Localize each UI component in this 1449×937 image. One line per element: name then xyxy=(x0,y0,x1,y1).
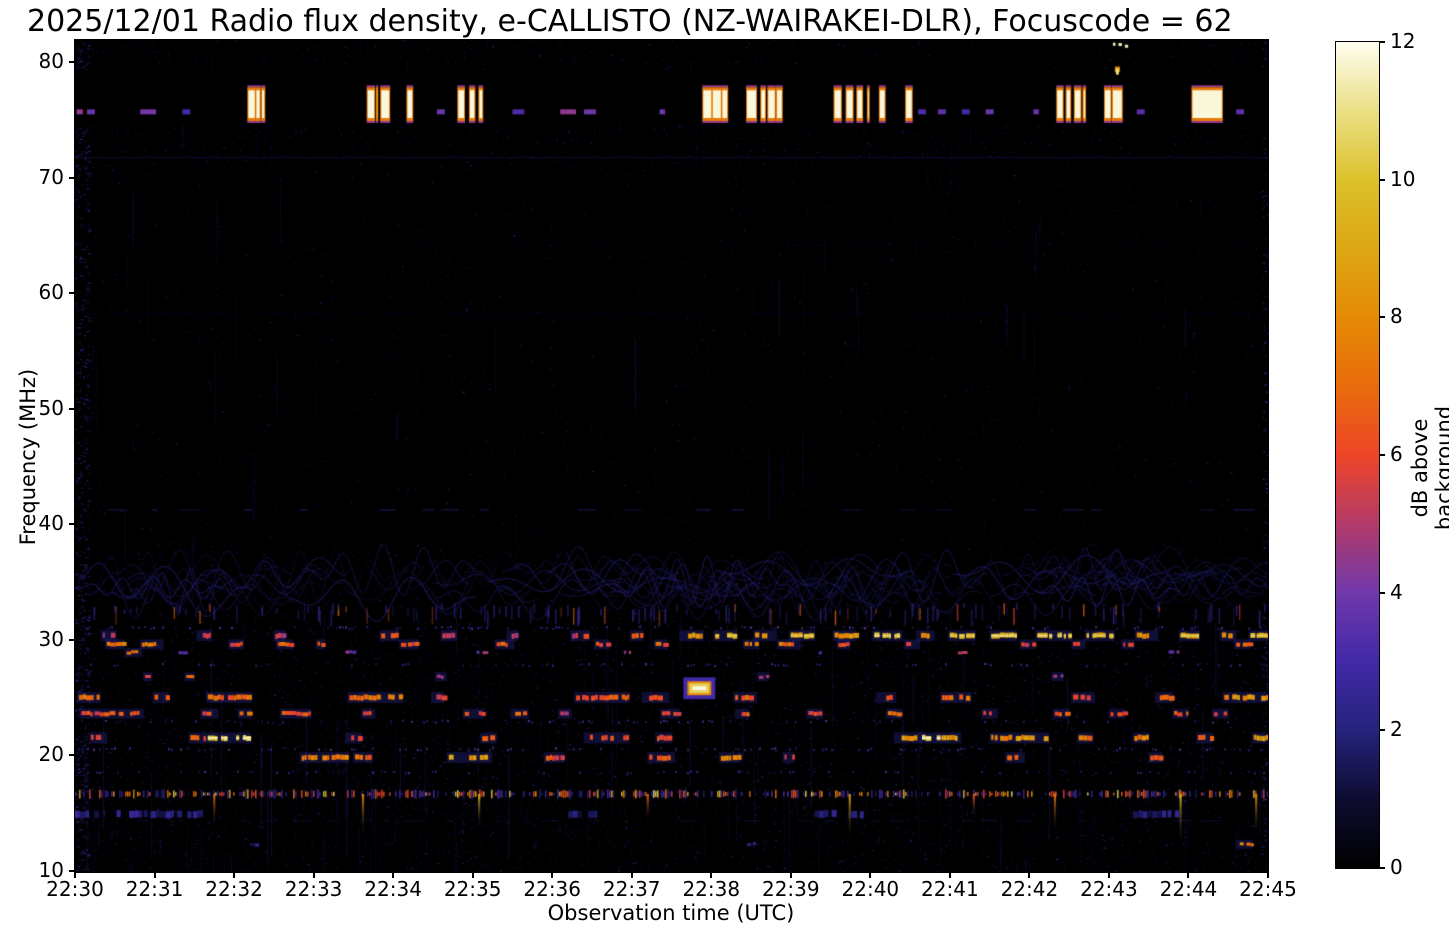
y-tick-mark xyxy=(69,60,74,63)
x-tick-mark xyxy=(471,873,474,878)
x-tick-label: 22:34 xyxy=(364,877,422,901)
colorbar-tick-label: 12 xyxy=(1390,29,1416,53)
y-tick-label: 40 xyxy=(38,511,64,536)
colorbar-gradient xyxy=(1336,42,1379,868)
x-tick-label: 22:38 xyxy=(682,877,741,901)
x-tick-label: 22:44 xyxy=(1159,877,1218,901)
x-tick-mark xyxy=(869,873,872,878)
y-tick-mark xyxy=(69,523,74,526)
spectrogram-canvas xyxy=(75,40,1268,872)
colorbar-tick-label: 10 xyxy=(1390,166,1416,191)
y-tick-label: 80 xyxy=(38,48,64,73)
x-tick-mark xyxy=(551,873,554,878)
x-tick-label: 22:33 xyxy=(284,877,343,901)
x-tick-label: 22:42 xyxy=(1000,877,1059,901)
x-tick-label: 22:37 xyxy=(602,877,661,901)
x-tick-mark xyxy=(153,873,156,878)
colorbar-tick-mark xyxy=(1380,41,1385,43)
colorbar-tick-mark xyxy=(1380,867,1385,869)
x-tick-label: 22:31 xyxy=(125,877,184,901)
colorbar-tick-label: 4 xyxy=(1390,579,1403,604)
y-tick-mark xyxy=(69,869,74,872)
y-tick-mark xyxy=(69,407,74,410)
colorbar-tick-mark xyxy=(1380,591,1385,594)
x-tick-mark xyxy=(1187,873,1190,878)
x-tick-mark xyxy=(1267,873,1269,878)
x-tick-mark xyxy=(1028,873,1031,878)
colorbar-tick-label: 6 xyxy=(1390,442,1403,466)
colorbar-tick-label: 2 xyxy=(1390,717,1403,742)
y-tick-label: 60 xyxy=(38,280,64,305)
x-tick-mark xyxy=(948,873,951,878)
x-tick-mark xyxy=(233,873,236,878)
y-tick-mark xyxy=(69,754,74,757)
x-tick-label: 22:32 xyxy=(205,877,263,901)
x-tick-label: 22:36 xyxy=(523,877,582,901)
x-tick-label: 22:30 xyxy=(46,877,104,901)
y-tick-label: 50 xyxy=(38,395,64,420)
y-tick-label: 30 xyxy=(38,626,64,651)
x-tick-label: 22:40 xyxy=(841,877,900,901)
colorbar-label: dB above background xyxy=(1408,405,1449,531)
x-tick-label: 22:45 xyxy=(1239,877,1297,901)
colorbar-tick-label: 0 xyxy=(1390,855,1403,879)
colorbar-tick-label: 8 xyxy=(1390,304,1403,329)
y-tick-label: 10 xyxy=(38,857,64,882)
x-tick-mark xyxy=(1107,873,1110,878)
y-tick-label: 20 xyxy=(38,742,64,767)
y-tick-label: 70 xyxy=(38,164,64,189)
x-tick-mark xyxy=(312,873,315,878)
x-tick-label: 22:35 xyxy=(443,877,502,901)
figure-title: 2025/12/01 Radio flux density, e-CALLIST… xyxy=(27,4,1233,39)
colorbar-tick-mark xyxy=(1380,729,1385,732)
colorbar-tick-mark xyxy=(1380,316,1385,319)
x-tick-label: 22:43 xyxy=(1080,877,1138,901)
x-tick-label: 22:39 xyxy=(761,877,820,901)
y-tick-mark xyxy=(69,292,74,295)
x-tick-mark xyxy=(74,873,76,878)
x-tick-label: 22:41 xyxy=(921,877,979,901)
plot-frame xyxy=(74,39,1269,873)
x-axis-label: Observation time (UTC) xyxy=(547,901,795,925)
colorbar-tick-mark xyxy=(1380,454,1385,456)
y-tick-mark xyxy=(69,176,74,179)
x-tick-mark xyxy=(789,873,792,878)
colorbar-tick-mark xyxy=(1380,178,1385,181)
colorbar xyxy=(1335,41,1380,869)
x-tick-mark xyxy=(630,873,633,878)
x-tick-mark xyxy=(392,873,395,878)
y-tick-mark xyxy=(69,638,74,641)
x-tick-mark xyxy=(710,873,713,878)
